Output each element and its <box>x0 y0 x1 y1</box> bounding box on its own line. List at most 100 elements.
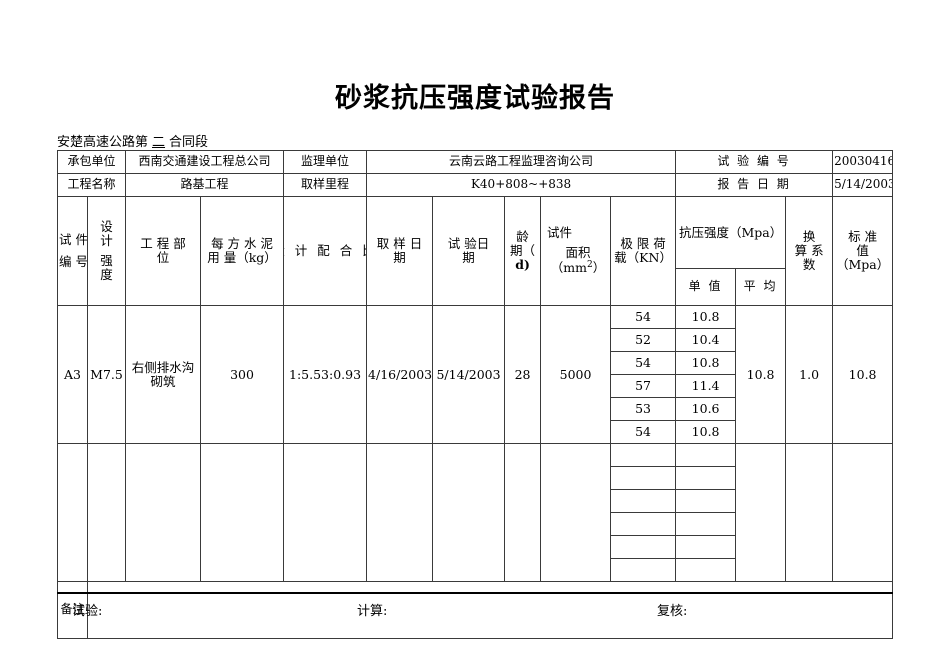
report-date-label: 报 告 日 期 <box>675 173 834 197</box>
remarks-label: 备注 <box>57 581 88 639</box>
cell-strength-single <box>675 558 737 582</box>
cell-design-strength: M7.5 <box>86 305 127 444</box>
header-design-strength: 设 计 强 度 <box>86 196 127 306</box>
cell-age: 28 <box>504 305 542 444</box>
cell-area <box>540 443 612 582</box>
supervisor-value: 云南云路工程监理咨询公司 <box>366 150 677 174</box>
cell-test-date: 5/14/2003 <box>432 305 506 444</box>
header-location: 工 程 部 位 <box>125 196 202 306</box>
cell-strength-single: 10.8 <box>675 420 737 444</box>
header-strength-average: 平 均 <box>735 268 787 306</box>
report-date-value: 5/14/2003 <box>832 173 894 197</box>
cell-specimen-no: A3 <box>57 305 88 444</box>
cell-specimen-no <box>57 443 88 582</box>
header-standard-value: 标 准 值 （Mpa） <box>832 196 894 306</box>
header-specimen-area: 试件 面积 （mm2） <box>540 196 612 306</box>
station-label: 取样里程 <box>283 173 368 197</box>
contract-suffix: 合同段 <box>169 135 209 150</box>
cell-strength-single <box>675 535 737 559</box>
table-bottom-rule <box>57 592 893 594</box>
header-strength-group: 抗压强度（Mpa） <box>675 196 787 269</box>
cell-location: 右侧排水沟 砌筑 <box>125 305 202 444</box>
cell-load: 54 <box>610 305 677 329</box>
cell-load <box>610 512 677 536</box>
contract-prefix: 安楚高速公路第 <box>57 135 149 150</box>
cell-sample-date: 4/16/2003 <box>366 305 434 444</box>
cell-load: 52 <box>610 328 677 352</box>
header-specimen-no: 试 件 编 号 <box>57 196 88 306</box>
cell-load <box>610 558 677 582</box>
cell-strength-single: 10.4 <box>675 328 737 352</box>
table-row <box>57 443 894 582</box>
cell-strength-single: 10.8 <box>675 351 737 375</box>
cell-load: 53 <box>610 397 677 421</box>
table-row: A3 M7.5 右侧排水沟 砌筑 300 1:5.53:0.93 4/16/20… <box>57 305 894 444</box>
header-mix-ratio: 设 计 配 合 比 <box>283 196 368 306</box>
cell-load: 54 <box>610 351 677 375</box>
cell-strength-single <box>675 443 737 467</box>
column-header-row: 试 件 编 号 设 计 强 度 工 程 部 位 每 方 水 泥 用 量（kg） … <box>57 196 894 306</box>
contractor-label: 承包单位 <box>56 150 127 174</box>
table-subrow: 54 10.8 <box>58 420 893 444</box>
table-subrow <box>58 489 893 513</box>
table-subrow <box>58 466 893 490</box>
cell-load <box>610 443 677 467</box>
cell-design-strength <box>86 443 127 582</box>
cell-standard-value: 10.8 <box>832 305 894 444</box>
remarks-value <box>86 581 894 639</box>
cell-area: 5000 <box>540 305 612 444</box>
header-cement-per-m3: 每 方 水 泥 用 量（kg） <box>200 196 285 306</box>
cell-location <box>125 443 202 582</box>
cell-load: 54 <box>610 420 677 444</box>
cell-coefficient: 1.0 <box>785 305 834 444</box>
header-sample-date: 取 样 日 期 <box>366 196 434 306</box>
cell-mix-ratio <box>283 443 368 582</box>
column-subheader-row: 单 值 平 均 <box>58 268 893 306</box>
cell-load <box>610 466 677 490</box>
cell-strength-single <box>675 512 737 536</box>
cell-age <box>504 443 542 582</box>
info-row-contractor: 承包单位 西南交通建设工程总公司 监理单位 云南云路工程监理咨询公司 试 验 编… <box>56 150 894 174</box>
cell-load <box>610 489 677 513</box>
cell-coefficient <box>785 443 834 582</box>
report-table: 承包单位 西南交通建设工程总公司 监理单位 云南云路工程监理咨询公司 试 验 编… <box>56 150 894 639</box>
cell-strength-average <box>735 443 787 582</box>
station-value: K40+808~+838 <box>366 173 677 197</box>
table-subrow <box>58 512 893 536</box>
contract-section-line: 安楚高速公路第二合同段 <box>57 131 208 150</box>
remarks-row: 备注 <box>57 581 894 639</box>
footer-reviewer: 复核: <box>657 604 688 619</box>
info-row-project: 工程名称 路基工程 取样里程 K40+808~+838 报 告 日 期 5/14… <box>56 173 894 197</box>
header-ultimate-load: 极 限 荷 载（KN） <box>610 196 677 306</box>
test-no-label: 试 验 编 号 <box>675 150 834 174</box>
contract-section-number: 二 <box>152 135 166 150</box>
cell-strength-single: 10.6 <box>675 397 737 421</box>
header-strength-single: 单 值 <box>675 268 737 306</box>
table-subrow: 57 11.4 <box>58 374 893 398</box>
cell-load <box>610 535 677 559</box>
cell-standard-value <box>832 443 894 582</box>
cell-strength-single <box>675 466 737 490</box>
cell-test-date <box>432 443 506 582</box>
cell-cement: 300 <box>200 305 285 444</box>
footer-calculator: 计算: <box>357 604 388 619</box>
header-age: 龄 期（ d) <box>504 196 542 306</box>
project-name-label: 工程名称 <box>56 173 127 197</box>
contractor-value: 西南交通建设工程总公司 <box>125 150 285 174</box>
cell-strength-single: 11.4 <box>675 374 737 398</box>
page-title: 砂浆抗压强度试验报告 <box>335 83 615 114</box>
table-subrow: 53 10.6 <box>58 397 893 421</box>
cell-cement <box>200 443 285 582</box>
supervisor-label: 监理单位 <box>283 150 368 174</box>
cell-strength-average: 10.8 <box>735 305 787 444</box>
header-test-date: 试 验日 期 <box>432 196 506 306</box>
cell-load: 57 <box>610 374 677 398</box>
header-conversion-coefficient: 换 算 系 数 <box>785 196 834 306</box>
project-name-value: 路基工程 <box>125 173 285 197</box>
table-subrow: 54 10.8 <box>58 351 893 375</box>
test-no-value: 20030416 <box>832 150 894 174</box>
cell-mix-ratio: 1:5.53:0.93 <box>283 305 368 444</box>
cell-sample-date <box>366 443 434 582</box>
cell-strength-single <box>675 489 737 513</box>
